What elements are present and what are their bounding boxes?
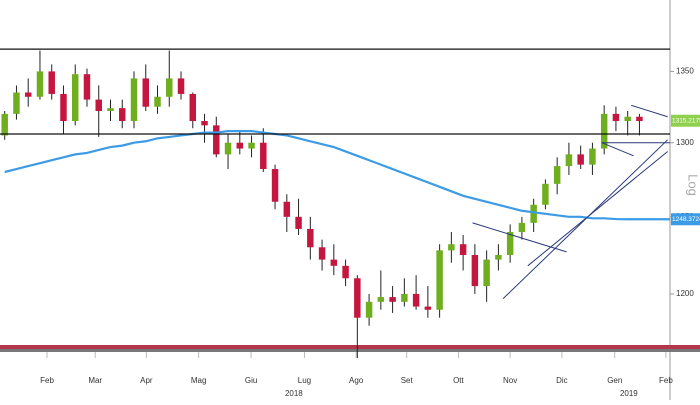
candle-body: [436, 250, 443, 310]
candle-body: [377, 297, 385, 302]
price-label-box: [671, 114, 700, 127]
candle-body: [365, 301, 373, 318]
candle-body: [424, 306, 432, 310]
y-axis-label: Log: [686, 174, 700, 196]
candle-body: [83, 74, 91, 100]
candle-body: [24, 92, 32, 97]
candle-body: [412, 293, 420, 307]
candle-body: [506, 231, 514, 255]
candle-body: [224, 142, 232, 155]
candle-body: [518, 222, 526, 232]
candle-body: [283, 201, 291, 217]
candle-body: [589, 148, 596, 165]
candle-body: [448, 244, 455, 251]
x-tick-label: Ott: [453, 376, 464, 385]
candle-body: [307, 228, 314, 248]
candle-body: [636, 116, 643, 122]
candle-body: [471, 254, 479, 287]
y-tick-label: 1200: [676, 289, 694, 298]
candle-body: [542, 183, 549, 205]
year-label: 2018: [285, 389, 303, 398]
x-axis-strip: [0, 345, 700, 349]
x-tick-label: Mag: [191, 376, 207, 385]
price-label: 1248.3724: [672, 216, 700, 223]
candle-body: [354, 278, 361, 318]
candle-body: [483, 259, 490, 287]
candle-body: [271, 169, 279, 202]
candle-body: [330, 259, 338, 266]
x-tick-label: Ago: [349, 376, 364, 385]
y-tick-label: 1350: [676, 67, 694, 76]
candle-body: [13, 92, 20, 114]
candle-body: [177, 78, 185, 94]
trendline: [631, 104, 668, 118]
candle-body: [260, 142, 267, 170]
x-tick-label: Feb: [40, 376, 54, 385]
candle-body: [295, 216, 302, 229]
x-tick-label: Dic: [556, 376, 568, 385]
candle-body: [495, 254, 502, 260]
candle-body: [166, 78, 173, 97]
candle-body: [459, 244, 467, 255]
candle-body: [1, 113, 8, 136]
candle-body: [553, 166, 561, 184]
y-tick-label: 1300: [676, 138, 694, 147]
candle-body: [624, 116, 631, 122]
x-tick-label: Nov: [503, 376, 517, 385]
candle-body: [130, 78, 138, 122]
candle-body: [342, 265, 349, 279]
x-tick-label: Feb: [659, 376, 673, 385]
candle-body: [213, 125, 220, 155]
candle-body: [389, 297, 396, 302]
candle-body: [318, 247, 326, 260]
price-label: 1315.2175: [672, 117, 700, 124]
candle-body: [142, 78, 149, 107]
year-label: 2019: [620, 389, 638, 398]
x-tick-label: Gen: [607, 376, 622, 385]
x-tick-label: Mar: [88, 376, 102, 385]
candle-body: [189, 93, 197, 122]
trendline: [601, 142, 634, 157]
candle-body: [119, 108, 126, 122]
candle-body: [48, 71, 55, 94]
candle-body: [201, 121, 208, 126]
price-label-box: [671, 213, 700, 226]
trendline: [527, 151, 668, 267]
candle-body: [36, 71, 44, 97]
candle-body: [236, 142, 244, 149]
candle-body: [530, 204, 537, 223]
candle-body: [60, 93, 67, 122]
candle-body: [577, 154, 584, 165]
candle-body: [71, 74, 79, 122]
x-tick-label: Apr: [140, 376, 153, 385]
x-tick-label: Giu: [245, 376, 257, 385]
candle-body: [600, 113, 608, 149]
candle-body: [154, 96, 161, 107]
x-axis-strip: [0, 349, 700, 352]
candle-body: [107, 108, 114, 112]
x-tick-label: Set: [401, 376, 414, 385]
candle-body: [248, 142, 255, 149]
candle-body: [401, 293, 408, 302]
candle-body: [612, 113, 620, 122]
candle-body: [95, 99, 102, 112]
moving-average-line: [4, 130, 670, 221]
x-tick-label: Lug: [298, 376, 311, 385]
candle-body: [565, 154, 573, 167]
